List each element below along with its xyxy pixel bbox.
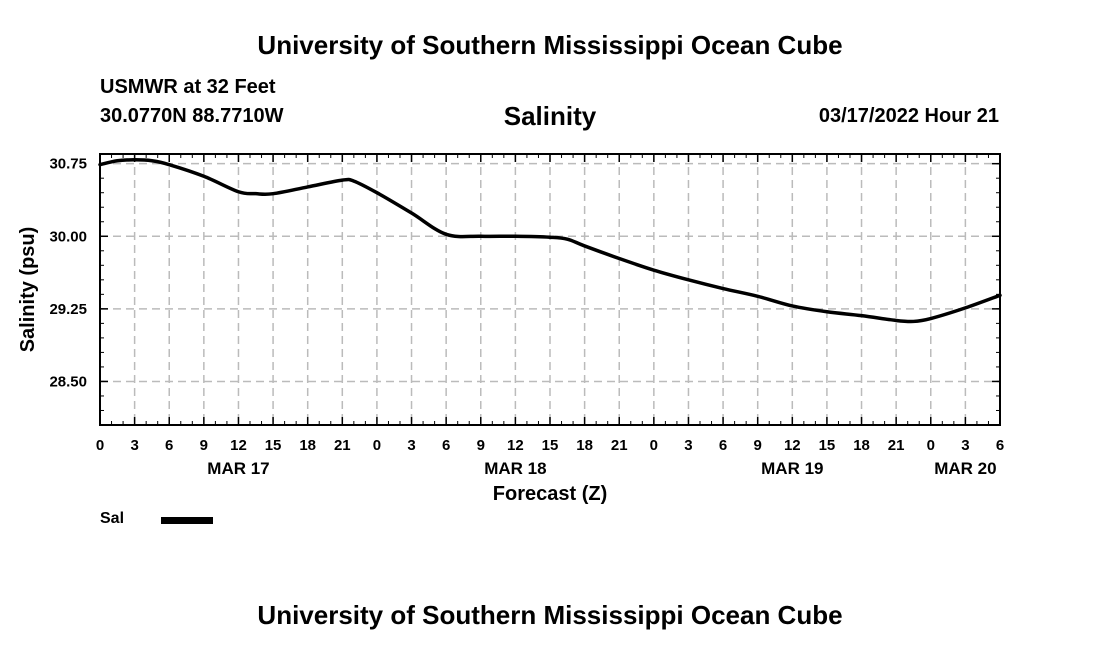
x-tick-label: 21 bbox=[611, 437, 628, 454]
x-tick-label: 3 bbox=[961, 437, 969, 454]
x-tick-label: 0 bbox=[96, 437, 104, 454]
station-coordinates: 30.0770N 88.7710W bbox=[100, 105, 284, 127]
x-tick-label: 18 bbox=[853, 437, 870, 454]
x-tick-label: 15 bbox=[265, 437, 282, 454]
grid bbox=[100, 154, 1000, 425]
y-axis-title: Salinity (psu) bbox=[17, 227, 39, 353]
x-tick-label: 21 bbox=[888, 437, 905, 454]
x-axis-title: Forecast (Z) bbox=[493, 483, 607, 505]
y-tick-label: 30.75 bbox=[49, 156, 87, 173]
x-tick-label: 21 bbox=[334, 437, 351, 454]
date-label: MAR 20 bbox=[934, 459, 996, 478]
axis-labels: 0 3 6 9 12 15 18 21 0 3 6 9 12 15 18 21 0 3 6 9 12 15 18 21 0 3 6 2… bbox=[49, 156, 1004, 478]
legend-swatch bbox=[161, 517, 213, 524]
footer-title: University of Southern Mississippi Ocean… bbox=[257, 600, 843, 630]
x-tick-label: 6 bbox=[996, 437, 1004, 454]
x-tick-label: 3 bbox=[407, 437, 415, 454]
x-tick-label: 0 bbox=[650, 437, 658, 454]
x-tick-label: 12 bbox=[784, 437, 801, 454]
x-tick-label: 9 bbox=[477, 437, 485, 454]
forecast-date: 03/17/2022 Hour 21 bbox=[818, 105, 999, 127]
legend-label: Sal bbox=[100, 510, 125, 527]
x-tick-label: 9 bbox=[200, 437, 208, 454]
x-tick-label: 6 bbox=[719, 437, 727, 454]
x-tick-label: 9 bbox=[754, 437, 762, 454]
series-layer bbox=[98, 158, 1002, 324]
x-tick-label: 3 bbox=[684, 437, 692, 454]
x-tick-label: 12 bbox=[507, 437, 524, 454]
chart-title: Salinity bbox=[503, 101, 597, 131]
x-tick-label: 6 bbox=[442, 437, 450, 454]
x-tick-label: 0 bbox=[927, 437, 935, 454]
x-tick-label: 12 bbox=[230, 437, 247, 454]
y-tick-label: 28.50 bbox=[49, 373, 87, 390]
x-tick-label: 15 bbox=[542, 437, 559, 454]
x-tick-label: 15 bbox=[819, 437, 836, 454]
date-label: MAR 18 bbox=[484, 459, 546, 478]
plot-frame bbox=[99, 153, 1001, 426]
station-label: USMWR at 32 Feet bbox=[100, 76, 276, 98]
series-line-sal bbox=[98, 158, 1002, 324]
y-tick-label: 29.25 bbox=[49, 301, 87, 318]
page-title: University of Southern Mississippi Ocean… bbox=[257, 30, 843, 60]
date-label: MAR 17 bbox=[207, 459, 269, 478]
x-tick-label: 18 bbox=[576, 437, 593, 454]
x-tick-label: 3 bbox=[130, 437, 138, 454]
date-label: MAR 19 bbox=[761, 459, 823, 478]
x-tick-label: 0 bbox=[373, 437, 381, 454]
x-tick-label: 18 bbox=[299, 437, 316, 454]
x-tick-label: 6 bbox=[165, 437, 173, 454]
y-tick-label: 30.00 bbox=[49, 228, 87, 245]
